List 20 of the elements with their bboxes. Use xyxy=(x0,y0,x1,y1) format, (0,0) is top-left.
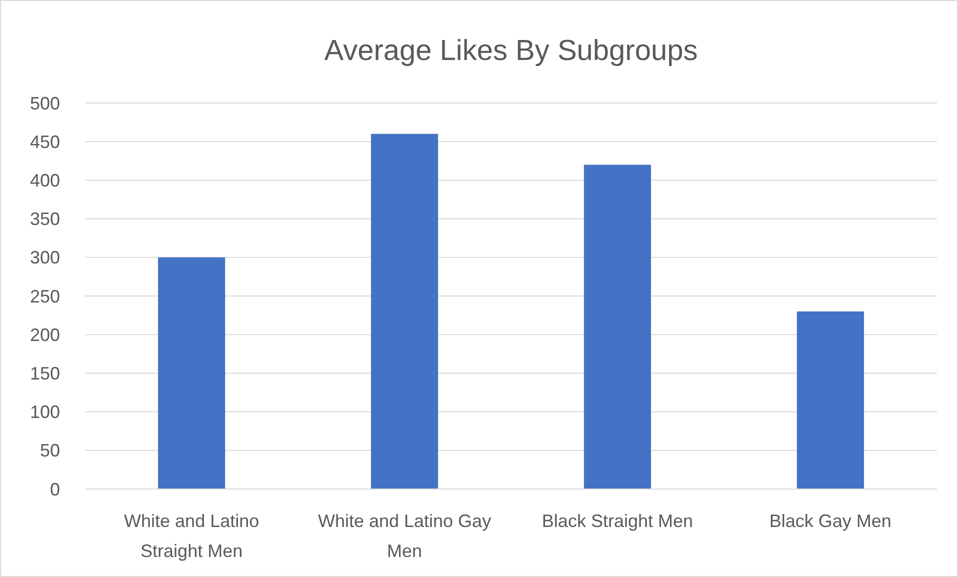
y-tick-label: 0 xyxy=(50,479,60,500)
y-tick-label: 250 xyxy=(30,286,60,306)
chart-title: Average Likes By Subgroups xyxy=(324,35,698,67)
y-tick-label: 50 xyxy=(40,440,60,461)
y-tick-label: 200 xyxy=(30,324,60,345)
y-tick-label: 100 xyxy=(30,402,60,422)
x-tick-label: White and Latino Straight Men xyxy=(124,511,260,561)
x-tick-label: Black Straight Men xyxy=(542,511,694,531)
bar xyxy=(584,164,652,489)
bar xyxy=(370,134,438,489)
bar xyxy=(158,257,226,489)
x-tick-label: White and Latino Gay Men xyxy=(318,511,492,561)
y-tick-label: 350 xyxy=(30,209,60,230)
y-tick-label: 500 xyxy=(30,93,60,114)
x-tick-label: Black Gay Men xyxy=(769,511,892,531)
y-tick-label: 450 xyxy=(30,132,60,152)
bar xyxy=(796,311,864,489)
y-tick-label: 150 xyxy=(30,364,60,384)
y-tick-label: 400 xyxy=(30,170,60,190)
y-tick-label: 300 xyxy=(30,248,60,268)
